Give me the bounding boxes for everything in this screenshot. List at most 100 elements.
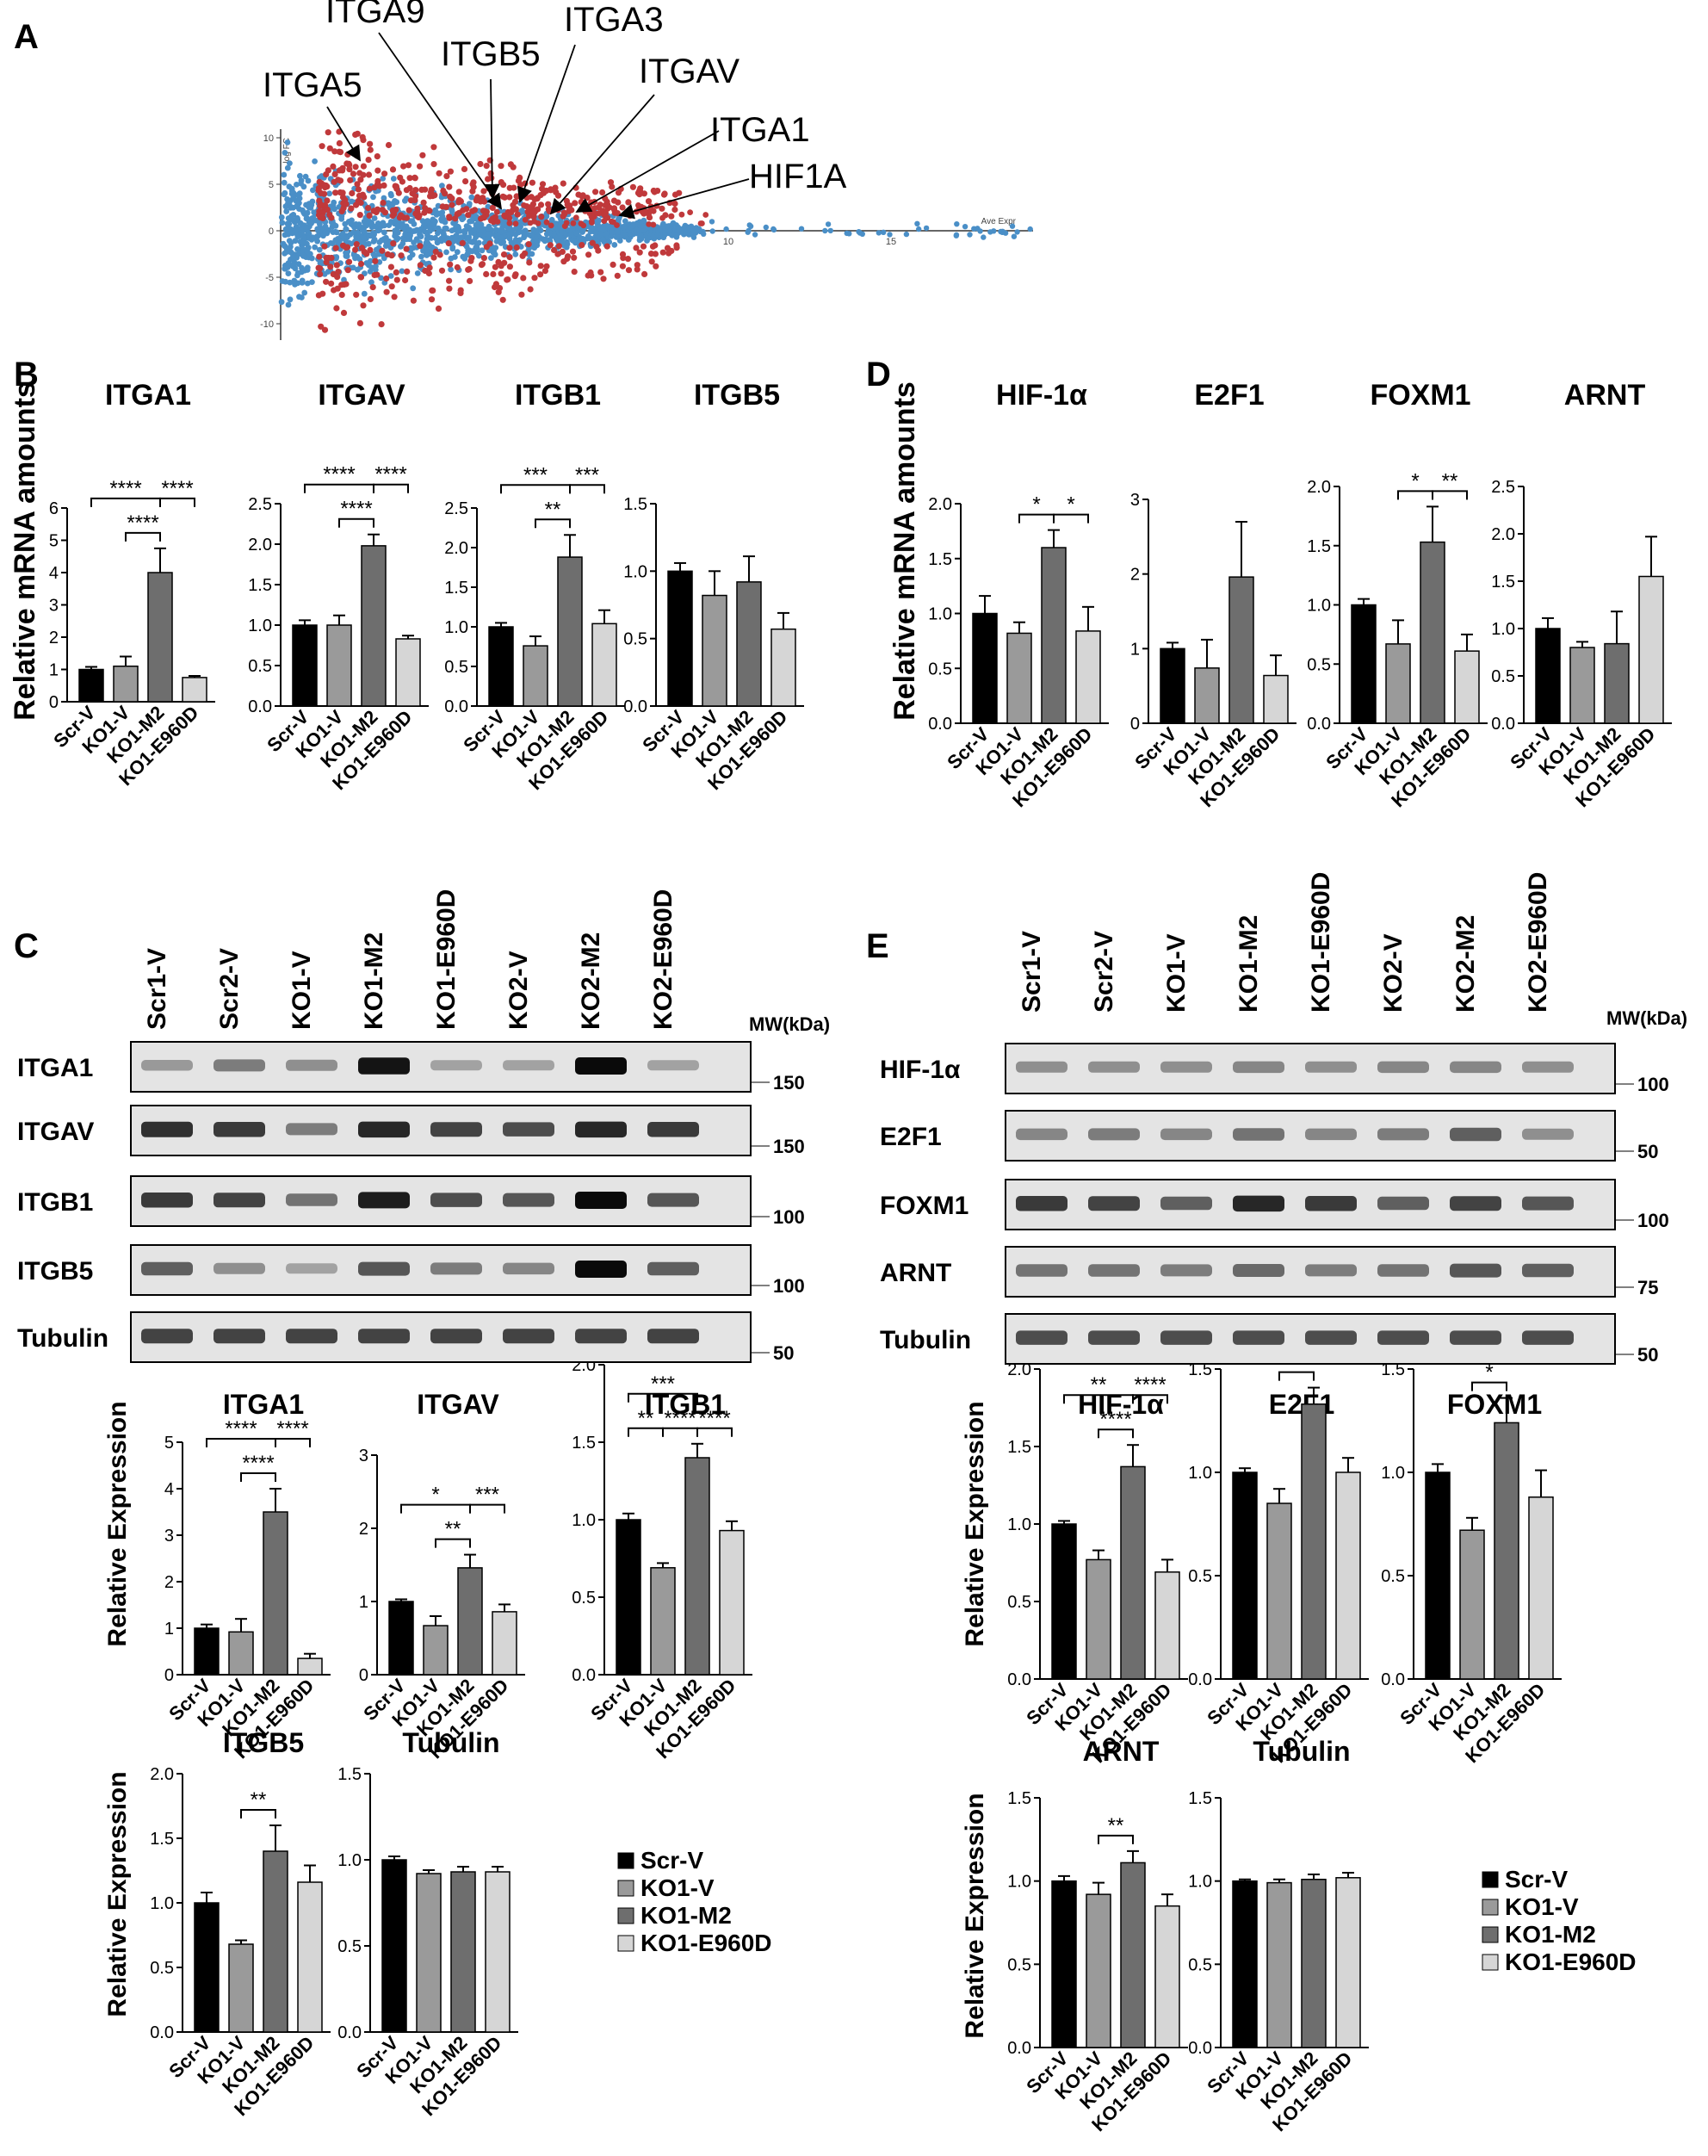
- ma-gene-label: ITGA1: [710, 111, 810, 149]
- ma-point-de: [465, 212, 472, 219]
- ma-point-de: [625, 199, 632, 206]
- sig-label: ***: [575, 463, 599, 486]
- ma-point-de: [443, 173, 450, 180]
- ma-point-base: [325, 269, 331, 275]
- ma-point-de: [399, 178, 405, 185]
- ma-x-tick-label: 10: [723, 237, 733, 247]
- ma-point-base: [508, 231, 514, 238]
- ma-point-de: [588, 213, 595, 219]
- ma-point-de: [419, 152, 426, 158]
- ma-point-de: [374, 206, 381, 213]
- bar-ko1-v: [1266, 1502, 1292, 1680]
- y-tick-label: 2.5: [444, 499, 468, 518]
- sig-bracket: [373, 483, 409, 493]
- ma-point-de: [641, 270, 648, 277]
- ma-point-base: [284, 264, 291, 270]
- ma-point-de: [459, 239, 466, 246]
- ma-point-base: [330, 240, 336, 246]
- ma-point-base: [476, 232, 483, 238]
- sig-label: ****: [242, 1452, 274, 1475]
- blot-band: [1016, 1264, 1068, 1277]
- ma-point-de: [366, 185, 373, 192]
- ma-point-de: [520, 275, 527, 282]
- ma-point-de: [611, 209, 618, 216]
- panel-letter-b: B: [14, 356, 39, 393]
- sig-label: ****: [127, 511, 158, 535]
- sig-label: *: [1032, 493, 1040, 517]
- ma-point-base: [473, 245, 480, 252]
- blot-band: [1160, 1061, 1212, 1073]
- ma-point-de: [511, 198, 519, 205]
- ma-point-base: [664, 223, 670, 230]
- ma-point-base: [857, 230, 863, 236]
- ma-point-de: [526, 213, 532, 220]
- y-tick-label: 1.5: [1188, 1789, 1212, 1808]
- ma-point-base: [666, 228, 673, 234]
- ma-point-de: [504, 276, 511, 283]
- ma-point-base: [381, 255, 387, 262]
- bar-scr-v: [194, 1902, 220, 2033]
- ma-point-de: [331, 170, 338, 177]
- ma-point-de: [570, 220, 577, 226]
- y-tick-label: 0.5: [1381, 1567, 1405, 1586]
- ma-point-de: [527, 286, 534, 293]
- lane-label: KO2-V: [1379, 933, 1408, 1013]
- ma-point-base: [282, 203, 289, 210]
- ma-point-de: [426, 264, 433, 271]
- ma-point-base: [281, 171, 288, 178]
- ma-point-de: [403, 214, 411, 221]
- ma-point-base: [326, 190, 333, 197]
- chart-title: Tubulin: [402, 1727, 499, 1758]
- ma-point-de: [323, 254, 330, 261]
- ma-point-de: [421, 209, 428, 216]
- ma-point-de: [356, 212, 363, 219]
- ma-point-de: [551, 246, 558, 254]
- ma-point-de: [521, 202, 527, 208]
- ma-point-de: [405, 207, 412, 214]
- sig-bracket: [628, 1392, 698, 1403]
- blot-band: [1160, 1128, 1212, 1141]
- ma-point-base: [418, 253, 424, 260]
- ma-point-base: [636, 226, 643, 233]
- lane-label: KO1-E960D: [432, 889, 461, 1030]
- ma-point-base: [387, 219, 394, 225]
- ma-point-base: [530, 226, 537, 233]
- ma-point-base: [330, 229, 337, 235]
- bar-ko1-m2: [1301, 1403, 1327, 1680]
- chart-b-1: 0.00.51.01.52.02.5ITGAVScr-VKO1-VKO1-M2K…: [248, 379, 429, 794]
- y-tick-label: 0: [49, 693, 59, 712]
- ma-point-de: [595, 210, 603, 217]
- ma-point-base: [579, 227, 586, 234]
- blot-band: [1233, 1195, 1284, 1212]
- ma-point-de: [559, 248, 566, 255]
- ma-point-base: [350, 229, 356, 236]
- y-tick-label: 0.5: [1007, 1955, 1031, 1974]
- bar-ko1-m2: [1301, 1878, 1327, 2048]
- ma-point-de: [343, 160, 350, 167]
- ma-point-de: [430, 161, 437, 168]
- ma-point-de: [646, 221, 653, 227]
- ma-point-de: [543, 219, 550, 226]
- ma-point-de: [365, 205, 372, 212]
- ma-point-base: [288, 204, 294, 211]
- ma-point-de: [343, 201, 350, 208]
- chart-title: ITGAV: [318, 379, 405, 412]
- ma-point-de: [442, 203, 449, 210]
- y-tick-label: 1.5: [248, 576, 272, 595]
- ma-point-base: [458, 234, 465, 241]
- bar-scr-v: [1232, 1880, 1258, 2048]
- ma-point-base: [296, 294, 302, 300]
- ma-point-de: [352, 131, 359, 138]
- ma-point-base: [392, 227, 399, 234]
- ma-point-de: [506, 194, 513, 201]
- y-tick-label: 1.5: [1007, 1789, 1031, 1808]
- ma-point-de: [383, 288, 390, 295]
- sig-bracket: [240, 1809, 276, 1818]
- ma-point-base: [694, 227, 700, 233]
- ma-point-base: [381, 195, 387, 201]
- ma-point-base: [282, 189, 288, 196]
- ma-point-de: [502, 213, 509, 220]
- blot-row-label: ITGB5: [17, 1257, 93, 1286]
- ma-point-base: [430, 216, 436, 223]
- ma-point-de: [358, 245, 366, 251]
